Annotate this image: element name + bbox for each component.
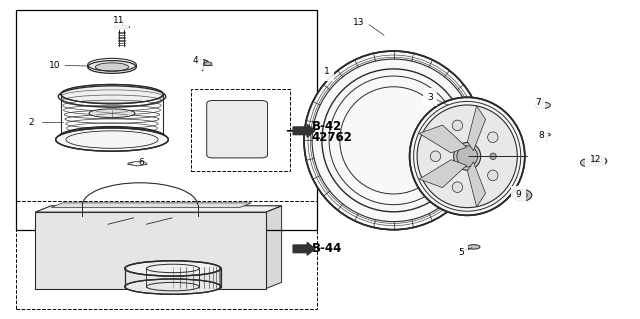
Ellipse shape xyxy=(457,146,477,167)
Bar xyxy=(16,201,317,309)
Ellipse shape xyxy=(304,51,483,230)
Text: 6: 6 xyxy=(138,158,143,167)
Text: 13: 13 xyxy=(353,18,364,27)
Ellipse shape xyxy=(594,159,603,164)
Text: 42762: 42762 xyxy=(312,131,353,144)
Ellipse shape xyxy=(472,128,478,134)
Ellipse shape xyxy=(452,182,463,192)
Text: 1: 1 xyxy=(324,67,329,76)
Polygon shape xyxy=(51,203,252,207)
Ellipse shape xyxy=(488,170,498,181)
Polygon shape xyxy=(35,212,266,289)
Text: 12: 12 xyxy=(589,155,601,164)
Polygon shape xyxy=(128,162,147,166)
Bar xyxy=(191,89,290,171)
Ellipse shape xyxy=(580,159,593,167)
Ellipse shape xyxy=(410,97,525,215)
Ellipse shape xyxy=(61,85,163,104)
Ellipse shape xyxy=(195,60,208,64)
Polygon shape xyxy=(419,160,467,188)
Text: 7: 7 xyxy=(535,98,540,107)
Ellipse shape xyxy=(125,279,221,294)
Polygon shape xyxy=(35,206,282,212)
Text: 9: 9 xyxy=(516,190,521,199)
Ellipse shape xyxy=(88,61,136,73)
Ellipse shape xyxy=(120,21,124,22)
Text: 11: 11 xyxy=(113,16,124,25)
Text: B-42: B-42 xyxy=(312,120,342,132)
Ellipse shape xyxy=(517,192,527,198)
Ellipse shape xyxy=(204,62,212,66)
Ellipse shape xyxy=(56,128,168,151)
Polygon shape xyxy=(419,125,467,153)
Ellipse shape xyxy=(430,151,441,162)
Polygon shape xyxy=(266,206,282,289)
Text: 2: 2 xyxy=(28,118,33,127)
Polygon shape xyxy=(467,162,486,207)
Ellipse shape xyxy=(541,133,550,136)
Polygon shape xyxy=(293,242,315,255)
Ellipse shape xyxy=(490,153,496,160)
Ellipse shape xyxy=(95,63,129,71)
Text: 3: 3 xyxy=(428,93,433,102)
Ellipse shape xyxy=(488,132,498,143)
Bar xyxy=(16,10,317,230)
Ellipse shape xyxy=(452,120,463,131)
FancyBboxPatch shape xyxy=(207,100,268,158)
Ellipse shape xyxy=(454,143,481,170)
Text: 10: 10 xyxy=(49,61,60,70)
Ellipse shape xyxy=(417,105,517,208)
Ellipse shape xyxy=(467,245,480,249)
Ellipse shape xyxy=(89,109,135,118)
Ellipse shape xyxy=(125,261,221,276)
Ellipse shape xyxy=(513,189,532,201)
Polygon shape xyxy=(293,124,315,137)
Text: 5: 5 xyxy=(458,248,463,256)
Ellipse shape xyxy=(472,178,478,185)
Ellipse shape xyxy=(443,137,449,144)
Ellipse shape xyxy=(443,169,449,175)
Ellipse shape xyxy=(114,25,129,29)
Polygon shape xyxy=(467,106,486,151)
Text: 8: 8 xyxy=(538,131,543,140)
Ellipse shape xyxy=(535,102,550,108)
Ellipse shape xyxy=(590,156,607,166)
Text: 4: 4 xyxy=(193,56,198,65)
Text: B-44: B-44 xyxy=(312,242,342,255)
